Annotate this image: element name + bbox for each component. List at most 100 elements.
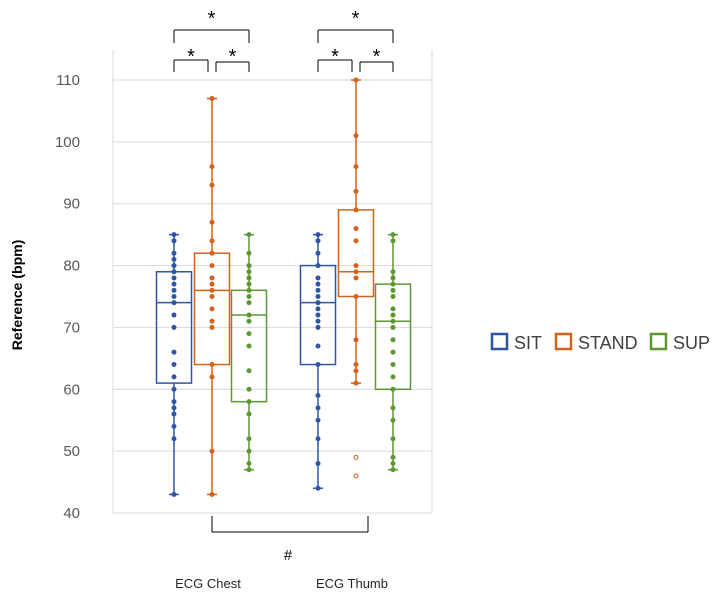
data-point-sup-0-10 [246,318,252,324]
data-point-sit-0-19 [171,256,177,262]
data-point-stand-1-1 [353,454,359,460]
data-point-sup-0-7 [246,368,252,374]
data-point-sit-1-8 [315,324,321,330]
data-point-sup-0-0 [246,467,252,473]
data-point-stand-0-13 [209,238,215,244]
y-tick-label-110: 110 [56,72,80,89]
data-point-sup-0-4 [246,411,252,417]
data-point-sit-0-18 [171,263,177,269]
data-point-stand-1-14 [353,164,359,170]
data-point-sit-1-2 [315,436,321,442]
y-tick-label-40: 40 [63,505,80,522]
data-point-sup-1-20 [390,238,396,244]
data-point-stand-0-1 [209,448,215,454]
data-point-stand-0-11 [209,263,215,269]
data-point-sup-1-0 [390,467,396,473]
data-point-sup-0-13 [246,294,252,299]
data-point-sit-1-4 [315,405,321,411]
data-point-sup-1-1 [390,461,396,467]
data-point-stand-0-10 [209,275,215,281]
data-point-sit-0-14 [171,287,177,293]
data-point-stand-0-12 [209,250,215,256]
data-point-sup-1-21 [390,232,396,238]
box-stand-1 [337,209,375,298]
data-point-sit-1-14 [315,287,321,293]
data-point-stand-0-2 [209,374,215,380]
data-point-sup-1-3 [390,436,396,442]
significance-star-outer-1: * [352,8,360,30]
data-point-sit-0-1 [171,436,177,442]
data-point-sit-0-22 [171,232,177,238]
group-difference-marker: # [284,547,293,564]
data-point-sup-1-7 [390,374,396,380]
data-point-sup-1-13 [390,312,396,318]
data-point-stand-1-0 [353,473,359,479]
data-point-sup-0-20 [246,232,252,238]
data-point-sit-1-5 [315,392,321,398]
data-point-sup-0-14 [246,287,252,293]
data-point-sit-0-4 [171,405,177,411]
data-point-stand-1-15 [353,133,359,139]
data-point-stand-0-3 [209,362,215,368]
data-point-stand-0-9 [209,281,215,287]
legend-swatch-sup [649,332,668,351]
data-point-sit-1-3 [315,417,321,423]
y-tick-label-80: 80 [63,258,80,275]
data-point-stand-0-4 [209,324,215,330]
data-point-stand-1-12 [353,207,359,213]
data-point-sup-1-17 [390,281,396,287]
data-point-sit-0-9 [171,349,177,355]
data-point-sup-0-17 [246,269,252,275]
data-point-stand-0-16 [209,164,215,170]
data-point-sit-0-3 [171,411,177,417]
data-point-stand-1-7 [353,275,359,281]
data-point-sup-0-3 [246,436,252,442]
data-point-sup-0-12 [246,300,252,306]
data-point-sit-1-18 [315,250,321,256]
data-point-stand-1-6 [353,294,359,299]
legend-swatch-stand [554,332,573,351]
data-point-sit-0-11 [171,312,177,318]
y-tick-label-50: 50 [63,443,80,460]
data-point-sup-0-19 [246,250,252,256]
data-point-sit-0-0 [171,491,177,497]
x-category-label-0: ECG Chest [175,576,241,591]
data-point-sit-1-19 [315,238,321,244]
data-point-sit-1-0 [315,485,321,491]
data-point-sup-0-1 [246,461,252,467]
data-point-sup-0-8 [246,343,252,349]
data-point-sup-1-8 [390,362,396,368]
data-point-sup-0-11 [246,312,252,318]
y-axis-label: Reference (bpm) [9,240,25,350]
data-point-stand-0-17 [209,96,215,102]
data-point-sup-0-16 [246,275,252,281]
data-point-sit-1-6 [315,362,321,368]
data-point-sit-0-17 [171,269,177,275]
y-tick-label-60: 60 [63,381,80,398]
data-point-sup-1-12 [390,318,396,324]
data-point-sit-0-8 [171,362,177,368]
data-point-sit-0-10 [171,324,177,330]
data-point-stand-1-8 [353,269,359,275]
data-point-sit-1-17 [315,263,321,269]
data-point-sit-1-16 [315,275,321,281]
data-point-stand-1-16 [353,77,359,83]
legend-label-sit: SIT [514,333,542,353]
data-point-sup-1-11 [390,324,396,330]
data-point-stand-0-8 [209,287,215,293]
data-point-sup-1-6 [390,386,396,392]
data-point-sup-0-15 [246,281,252,287]
data-point-sit-1-1 [315,461,321,467]
data-point-sit-1-12 [315,300,321,306]
data-point-sup-1-10 [390,337,396,343]
data-point-sup-1-15 [390,294,396,299]
data-point-sit-0-20 [171,250,177,256]
y-tick-label-100: 100 [55,134,80,151]
data-point-stand-1-3 [353,368,359,374]
significance-star-right-0: * [229,46,237,68]
data-point-sup-1-4 [390,417,396,423]
data-point-sit-0-21 [171,238,177,244]
data-point-sup-1-16 [390,287,396,293]
data-point-stand-0-6 [209,306,215,312]
